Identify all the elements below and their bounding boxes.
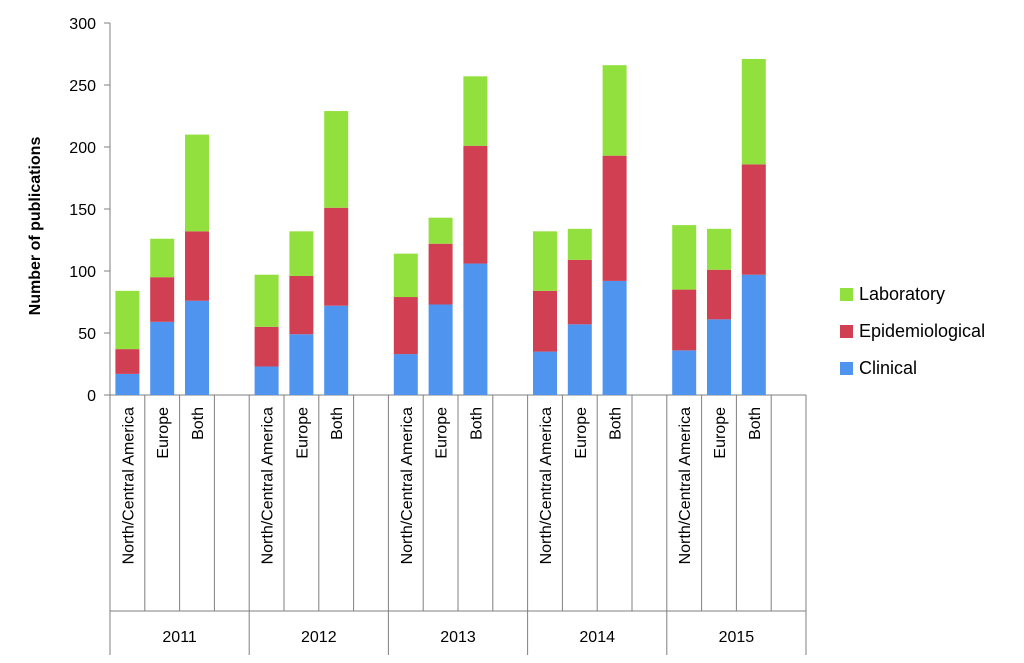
category-label: Both [190,407,207,440]
bar-epidemiological [707,269,731,320]
legend-swatch-clinical [840,362,853,375]
bar-clinical [185,300,209,395]
y-tick-label: 300 [69,16,96,33]
bar-epidemiological [393,297,418,355]
bar-clinical [150,321,175,395]
bar-laboratory [602,65,627,156]
group-label: 2011 [162,629,197,646]
bar-laboratory [393,253,418,298]
bar-laboratory [254,274,279,327]
bar-clinical [115,373,140,395]
bar-clinical [707,319,731,395]
bar-clinical [393,354,418,395]
bar-epidemiological [254,326,279,367]
category-label: Europe [434,407,451,459]
bar-epidemiological [150,277,175,322]
y-tick-label: 200 [69,140,96,157]
category-label: Europe [155,407,172,459]
bar-epidemiological [463,145,488,264]
y-tick-label: 150 [69,202,96,219]
bar-epidemiological [324,207,349,306]
category-label: North/Central America [399,407,416,564]
category-label: Both [329,407,346,440]
bar-epidemiological [672,289,697,351]
bar-clinical [672,350,697,395]
bar-laboratory [707,228,731,270]
group-label: 2012 [301,629,337,646]
y-axis-label: Number of publications [27,137,44,316]
category-label: Both [608,407,625,440]
y-tick-label: 0 [87,388,96,405]
bar-clinical [463,263,488,395]
bar-epidemiological [428,243,453,305]
bar-laboratory [672,225,697,290]
chart-axes [104,22,807,655]
bar-epidemiological [741,164,766,275]
bar-epidemiological [185,231,209,301]
bar-laboratory [463,76,488,146]
bar-laboratory [115,290,140,350]
bar-clinical [324,305,349,395]
bar-clinical [289,334,314,395]
category-label: North/Central America [538,407,555,564]
category-label: Europe [573,407,590,459]
legend-label-clinical: Clinical [859,358,917,378]
category-label: North/Central America [120,407,137,564]
category-label: North/Central America [260,407,277,564]
category-label: Europe [712,407,729,459]
group-label: 2013 [440,629,476,646]
chart-labels: 0 50 100 150 200 250 300 North/Central America E… [69,16,764,646]
group-label: 2014 [579,629,615,646]
y-tick-label: 250 [69,78,96,95]
bar-laboratory [289,231,314,276]
group-label: 2015 [719,629,755,646]
bar-laboratory [185,134,209,232]
bar-laboratory [324,111,349,208]
legend-swatch-laboratory [840,288,853,301]
bar-epidemiological [115,349,140,374]
category-label: Europe [294,407,311,459]
bar-clinical [533,351,557,395]
bar-clinical [602,280,627,395]
chart-legend: Laboratory Epidemiological Clinical [840,284,985,378]
bar-laboratory [428,217,453,244]
y-tick-label: 50 [78,326,96,343]
bar-clinical [428,304,453,395]
bar-laboratory [741,58,766,165]
bar-laboratory [533,231,557,291]
bar-clinical [741,274,766,395]
bar-epidemiological [289,275,314,335]
legend-label-epidemiological: Epidemiological [859,321,985,341]
bar-laboratory [150,238,175,278]
bar-clinical [254,366,279,395]
bar-epidemiological [533,290,557,352]
chart-bars [115,58,766,395]
y-tick-label: 100 [69,264,96,281]
category-label: Both [747,407,764,440]
bar-epidemiological [567,259,592,325]
bar-laboratory [567,228,592,260]
legend-swatch-epidemiological [840,325,853,338]
category-label: Both [468,407,485,440]
legend-label-laboratory: Laboratory [859,284,945,304]
bar-clinical [567,324,592,395]
category-label: North/Central America [677,407,694,564]
bar-epidemiological [602,155,627,281]
